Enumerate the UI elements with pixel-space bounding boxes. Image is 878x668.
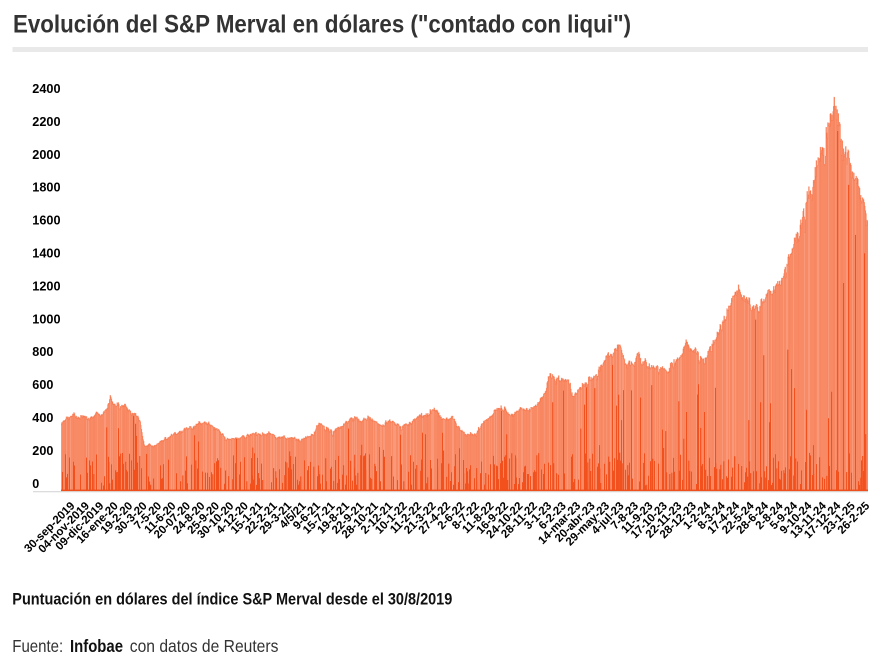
svg-text:200: 200 <box>32 443 53 458</box>
svg-text:2200: 2200 <box>32 114 60 129</box>
svg-text:1800: 1800 <box>32 180 60 195</box>
svg-text:0: 0 <box>32 476 39 491</box>
svg-text:1200: 1200 <box>32 278 60 293</box>
svg-text:2000: 2000 <box>32 147 60 162</box>
svg-text:800: 800 <box>32 344 53 359</box>
svg-text:400: 400 <box>32 410 53 425</box>
svg-text:600: 600 <box>32 377 53 392</box>
svg-text:1600: 1600 <box>32 213 60 228</box>
svg-text:1000: 1000 <box>32 311 60 326</box>
svg-text:Infobae: Infobae <box>70 636 123 656</box>
svg-text:con datos de Reuters: con datos de Reuters <box>130 636 279 656</box>
svg-text:2400: 2400 <box>32 81 60 96</box>
svg-text:Fuente:: Fuente: <box>12 636 63 656</box>
svg-text:1400: 1400 <box>32 246 60 261</box>
svg-text:Evolución del S&P Merval en dó: Evolución del S&P Merval en dólares ("co… <box>13 10 631 38</box>
svg-text:Puntuación en dólares del índi: Puntuación en dólares del índice S&P Mer… <box>12 589 452 608</box>
